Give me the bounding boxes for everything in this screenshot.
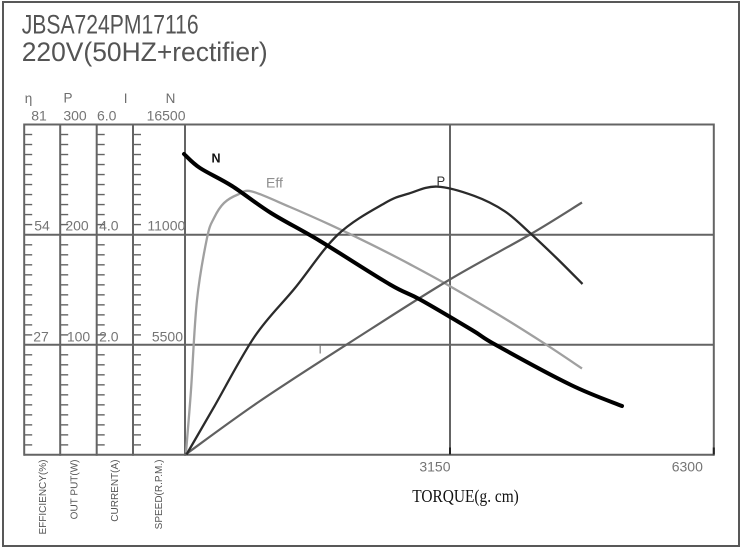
svg-text:11000: 11000 (147, 218, 185, 234)
svg-text:6.0: 6.0 (97, 107, 117, 123)
svg-text:SPEED(R.P.M.): SPEED(R.P.M.) (154, 460, 165, 530)
svg-text:EFFICIENCY(%): EFFICIENCY(%) (38, 460, 49, 535)
svg-text:JBSA724PM17116: JBSA724PM17116 (22, 10, 199, 40)
svg-text:η: η (25, 91, 33, 106)
svg-text:81: 81 (31, 107, 47, 123)
svg-text:I: I (124, 91, 128, 106)
svg-text:27: 27 (33, 329, 49, 345)
svg-text:I: I (319, 343, 322, 357)
svg-text:N: N (166, 91, 176, 106)
svg-text:N: N (212, 152, 221, 166)
svg-text:TORQUE(g. cm): TORQUE(g. cm) (412, 486, 519, 507)
svg-text:300: 300 (63, 107, 87, 123)
svg-text:200: 200 (65, 218, 89, 234)
svg-text:2.0: 2.0 (99, 329, 119, 345)
svg-text:P: P (437, 173, 446, 188)
svg-text:100: 100 (67, 329, 91, 345)
svg-text:P: P (63, 91, 72, 106)
svg-text:54: 54 (34, 218, 50, 234)
svg-text:CURRENT(A): CURRENT(A) (110, 460, 121, 522)
svg-text:5500: 5500 (152, 329, 183, 345)
svg-text:OUT PUT(W): OUT PUT(W) (70, 460, 81, 520)
svg-text:220V(50HZ+rectifier): 220V(50HZ+rectifier) (22, 37, 268, 67)
svg-text:4.0: 4.0 (99, 218, 119, 234)
svg-text:6300: 6300 (672, 458, 703, 474)
svg-text:3150: 3150 (419, 458, 450, 474)
svg-text:Eff: Eff (266, 175, 283, 191)
svg-text:16500: 16500 (147, 107, 186, 123)
